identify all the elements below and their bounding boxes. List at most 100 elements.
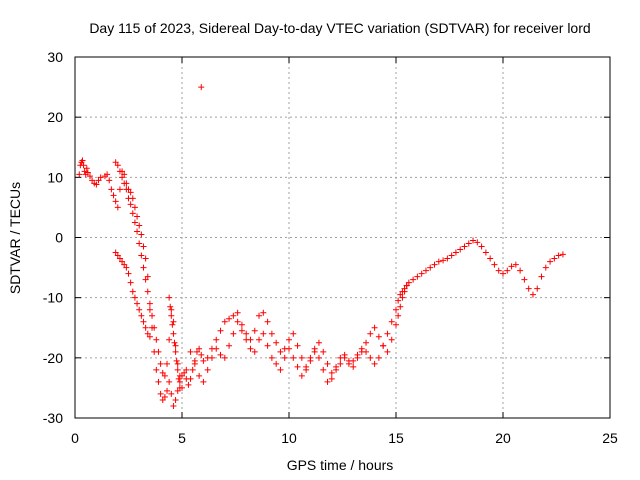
data-point-secondary-track — [183, 366, 190, 373]
data-point-lower-branch — [116, 255, 123, 262]
data-point-secondary-track — [176, 372, 183, 379]
data-point-main-track — [213, 336, 220, 343]
x-tick-label: 25 — [602, 430, 618, 446]
data-point-main-track — [474, 239, 481, 246]
tick-labels-layer: 0 5 10 15 20 25 -30 -20 -10 0 10 20 30 — [43, 49, 618, 446]
y-tick-label: 10 — [47, 169, 63, 185]
data-point-main-track — [431, 261, 438, 268]
data-point-main-track — [405, 279, 412, 286]
data-point-main-track — [315, 339, 322, 346]
data-point-main-track — [243, 330, 250, 337]
data-point-secondary-track — [375, 354, 382, 361]
data-point-main-track — [185, 381, 192, 388]
data-point-main-track — [193, 348, 200, 355]
data-point-main-track — [521, 276, 528, 283]
data-point-secondary-track — [256, 336, 263, 343]
data-point-outlier — [198, 84, 205, 91]
data-point-main-track — [264, 318, 271, 325]
data-point-main-track — [166, 378, 173, 385]
data-point-main-track — [487, 255, 494, 262]
data-point-secondary-track — [350, 357, 357, 364]
data-point-main-track — [104, 171, 111, 178]
data-point-main-track — [81, 168, 88, 175]
y-axis-label: SDTVAR / TECUs — [7, 182, 23, 294]
data-point-main-track — [461, 243, 468, 250]
data-point-secondary-track — [403, 282, 410, 289]
data-point-secondary-track — [174, 360, 181, 367]
data-point-main-track — [440, 257, 447, 264]
data-point-main-track — [290, 330, 297, 337]
data-point-main-track — [367, 330, 374, 337]
data-point-secondary-track — [337, 360, 344, 367]
data-point-main-track — [324, 360, 331, 367]
data-point-main-track — [181, 369, 188, 376]
data-point-main-track — [470, 237, 477, 244]
data-point-secondary-track — [149, 312, 156, 319]
x-tick-label: 10 — [281, 430, 297, 446]
data-point-secondary-track — [187, 348, 194, 355]
data-point-secondary-track — [328, 375, 335, 382]
data-point-main-track — [384, 348, 391, 355]
data-point-secondary-track — [238, 327, 245, 334]
data-point-main-track — [410, 276, 417, 283]
data-point-secondary-track — [151, 324, 158, 331]
grid-layer — [75, 57, 610, 418]
data-point-secondary-track — [131, 219, 138, 226]
data-point-secondary-track — [380, 342, 387, 349]
data-point-main-track — [121, 171, 128, 178]
y-tick-label: 20 — [47, 109, 63, 125]
data-point-lower-branch — [131, 294, 138, 301]
data-point-secondary-track — [286, 345, 292, 352]
x-axis-label: GPS time / hours — [287, 457, 394, 473]
data-point-secondary-track — [260, 330, 267, 337]
data-point-main-track — [256, 312, 263, 319]
data-point-spike — [173, 357, 180, 364]
data-point-main-track — [517, 267, 524, 274]
data-point-lower-branch — [119, 258, 126, 265]
data-point-main-track — [127, 189, 134, 196]
data-point-secondary-track — [243, 336, 250, 343]
data-point-secondary-track — [333, 366, 340, 373]
data-point-secondary-track — [172, 342, 179, 349]
y-tick-label: 30 — [47, 49, 63, 65]
data-point-main-track — [495, 267, 502, 274]
data-point-main-track — [95, 177, 102, 184]
data-point-secondary-track — [354, 351, 361, 358]
data-point-secondary-track — [166, 336, 173, 343]
x-tick-label: 15 — [388, 430, 404, 446]
data-point-spike — [167, 303, 174, 310]
data-point-main-track — [86, 173, 93, 180]
data-point-lower-branch — [134, 300, 141, 307]
data-point-secondary-track — [112, 159, 119, 166]
data-point-secondary-track — [196, 372, 203, 379]
data-point-main-track — [161, 393, 168, 400]
data-point-secondary-track — [307, 357, 314, 364]
data-point-secondary-track — [268, 354, 275, 361]
data-point-secondary-track — [363, 348, 370, 355]
data-point-lower-branch — [146, 333, 153, 340]
data-point-main-track — [457, 246, 464, 253]
data-point-main-track — [76, 171, 83, 178]
data-point-lower-branch — [140, 318, 147, 325]
data-point-secondary-track — [303, 366, 310, 373]
data-point-secondary-track — [119, 174, 126, 181]
data-point-main-track — [238, 321, 245, 328]
data-point-main-track — [116, 186, 123, 193]
data-point-secondary-track — [234, 318, 241, 325]
data-point-secondary-track — [384, 330, 391, 337]
data-point-main-track — [393, 321, 399, 328]
data-point-main-track — [388, 336, 395, 343]
data-point-main-track — [363, 339, 370, 346]
data-point-main-track — [482, 249, 489, 256]
data-point-main-track — [397, 303, 404, 310]
data-point-main-track — [138, 231, 145, 238]
data-point-main-track — [320, 348, 327, 355]
data-point-lower-branch — [114, 252, 121, 259]
data-point-main-track — [465, 240, 472, 247]
data-point-main-track — [547, 258, 554, 265]
data-point-main-track — [286, 336, 292, 343]
y-tick-label: 0 — [55, 230, 63, 246]
data-point-lower-branch — [142, 324, 149, 331]
data-point-main-track — [251, 327, 258, 334]
